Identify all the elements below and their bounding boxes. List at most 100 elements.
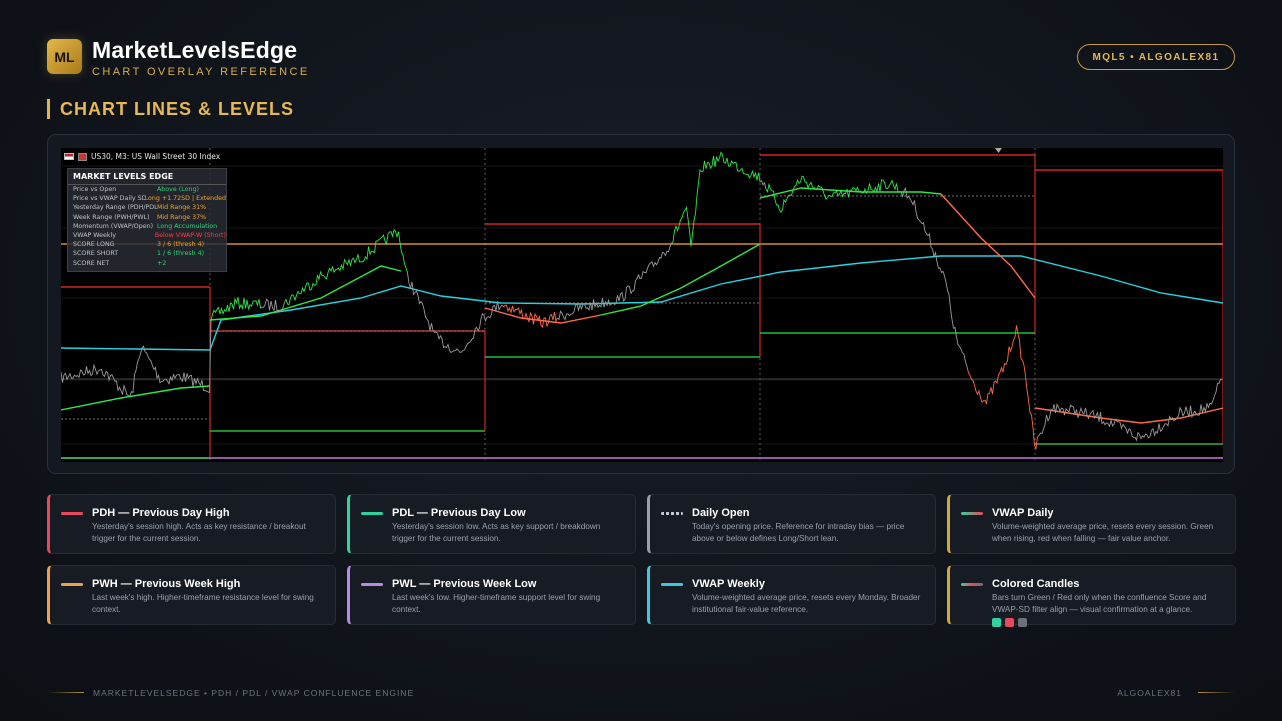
price-path — [557, 242, 672, 321]
legend-card-title: PWH — Previous Week High — [92, 578, 241, 590]
dashboard-row: Price vs Open Above (Long) — [68, 185, 226, 194]
dashboard-row-value: Mid Range 37% — [157, 213, 207, 221]
footer-rule-left — [47, 692, 84, 693]
candle-color-swatch — [992, 618, 1001, 627]
price-path — [1037, 378, 1223, 442]
candle-color-swatch — [1005, 618, 1014, 627]
vwap-weekly-line — [61, 255, 1223, 351]
dashboard-row-value: +2 — [157, 259, 167, 267]
dashboard-row-label: Momentum (VWAP/Open) — [73, 222, 154, 230]
legend-card-title: VWAP Weekly — [692, 578, 765, 590]
dashboard-row-value: Long +1.72SD | Extended — [144, 195, 226, 203]
dashboard-row: Week Range (PWH/PWL) Mid Range 37% — [68, 213, 226, 222]
dashboard-row: SCORE SHORT 1 / 6 (thresh 4) — [68, 249, 226, 258]
dashboard-row-label: Week Range (PWH/PWL) — [73, 213, 150, 221]
dashboard-row-label: Price vs Open — [73, 186, 117, 193]
legend-card-title: VWAP Daily — [992, 507, 1054, 519]
brand-name: MarketLevelsEdge — [92, 37, 298, 63]
dashboard-row-label: Price vs VWAP Daily SD — [73, 195, 145, 203]
legend-card-desc: Yesterday's session low. Acts as key sup… — [392, 522, 601, 543]
legend-card: PWH — Previous Week High Last week's high… — [47, 565, 336, 625]
dashboard-title: MARKET LEVELS EDGE — [68, 169, 226, 185]
dashboard-row: Price vs VWAP Daily SD Long +1.72SD | Ext… — [68, 194, 226, 203]
legend-card-desc: Today's opening price. Reference for int… — [692, 522, 905, 543]
dashboard-row-label: SCORE NET — [73, 259, 110, 267]
vwap-daily-line — [940, 193, 1036, 299]
price-path — [261, 298, 287, 313]
legend-card-desc: Yesterday's session high. Acts as key re… — [92, 522, 306, 543]
dashboard-row: VWAP Weekly Below VWAP-W (Short) — [68, 231, 226, 240]
legend-card: Daily Open Today's opening price. Referen… — [647, 494, 936, 554]
candle-colors-icon — [961, 583, 983, 586]
solid-line-icon — [61, 583, 83, 586]
legend-card: VWAP Daily Volume-weighted average price,… — [947, 494, 1236, 554]
vwap-daily-line — [209, 265, 402, 321]
dashboard-row-label: SCORE SHORT — [73, 250, 119, 258]
dashboard-row-label: Yesterday Range (PDH/PDL) — [73, 204, 157, 212]
chart-canvas — [61, 148, 1223, 462]
legend-card-desc: Volume-weighted average price, resets ev… — [992, 522, 1214, 543]
solid-line-icon — [61, 512, 83, 515]
dashboard-row-value: 1 / 6 (thresh 4) — [157, 250, 205, 258]
legend-card-title: PDH — Previous Day High — [92, 507, 230, 519]
legend-card: PWL — Previous Week Low Last week's low. … — [347, 565, 636, 625]
brand-subtitle: CHART OVERLAY REFERENCE — [92, 66, 310, 78]
dashboard-row: Yesterday Range (PDH/PDL) Mid Range 31% — [68, 203, 226, 212]
price-path — [671, 151, 762, 247]
brand-block: MarketLevelsEdge CHART OVERLAY REFERENCE — [92, 37, 310, 78]
dashboard-row: SCORE LONG 3 / 6 (thresh 4) — [68, 240, 226, 249]
legend-card-desc: Last week's high. Higher-timeframe resis… — [92, 593, 314, 614]
vwap-daily-line — [759, 187, 942, 199]
dashboard-row-value: Mid Range 31% — [157, 204, 207, 212]
dashboard-row-label: SCORE LONG — [73, 241, 115, 249]
price-path — [407, 272, 503, 354]
footer-right: ALGOALEX81 — [1117, 688, 1182, 698]
price-path — [966, 325, 1038, 451]
legend-card-title: PDL — Previous Day Low — [392, 507, 526, 519]
candle-color-swatch — [1018, 618, 1027, 627]
dashboard-row-value: Above (Long) — [157, 186, 199, 193]
price-path — [765, 175, 903, 214]
price-path — [210, 297, 263, 322]
vwap-daily-line — [600, 243, 761, 316]
price-path — [501, 304, 558, 329]
vwap-daily-line — [484, 307, 602, 324]
dotted-line-icon — [661, 512, 683, 515]
symbol-label: US30, M3: US Wall Street 30 Index — [91, 152, 221, 161]
marker-icon — [995, 148, 1002, 153]
dashboard-row-label: VWAP Weekly — [73, 232, 117, 240]
logo: ML — [47, 39, 82, 74]
chart-type-icon — [78, 152, 87, 161]
legend-card-title: Colored Candles — [992, 578, 1080, 590]
price-chart[interactable]: US30, M3: US Wall Street 30 Index MARKET… — [61, 148, 1223, 462]
price-path — [761, 180, 767, 190]
legend-card-desc: Volume-weighted average price, resets ev… — [692, 593, 921, 614]
legend-card-desc: Last week's low. Higher-timeframe suppor… — [392, 593, 601, 614]
legend-card: PDH — Previous Day High Yesterday's sessi… — [47, 494, 336, 554]
solid-line-icon — [361, 512, 383, 515]
symbol-header: US30, M3: US Wall Street 30 Index — [64, 152, 220, 161]
legend-card: PDL — Previous Day Low Yesterday's sessio… — [347, 494, 636, 554]
flag-icon — [64, 153, 74, 160]
dashboard-row: Momentum (VWAP/Open) Long Accumulation — [68, 222, 226, 231]
dashboard-row: SCORE NET +2 — [68, 259, 226, 268]
price-path — [61, 321, 212, 397]
price-path — [285, 229, 408, 306]
dashboard-row-value: 3 / 6 (thresh 4) — [157, 241, 205, 249]
section-title: CHART LINES & LEVELS — [47, 99, 294, 119]
footer-rule-right — [1198, 692, 1235, 693]
legend-card: Colored Candles Bars turn Green / Red onl… — [947, 565, 1236, 627]
legend-card-title: PWL — Previous Week Low — [392, 578, 537, 590]
gradient-line-icon — [961, 512, 983, 515]
price-path — [902, 187, 968, 367]
legend-card-desc: Bars turn Green / Red only when the conf… — [992, 593, 1207, 614]
solid-line-icon — [661, 583, 683, 586]
legend-card-title: Daily Open — [692, 507, 750, 519]
dashboard-row-value: Below VWAP-W (Short) — [154, 232, 226, 240]
footer-left: MARKETLEVELSEDGE • PDH / PDL / VWAP CONF… — [93, 688, 415, 698]
vwap-daily-line — [61, 385, 211, 411]
legend-card: VWAP Weekly Volume-weighted average price… — [647, 565, 936, 625]
dashboard-row-value: Long Accumulation — [157, 222, 218, 230]
solid-line-icon — [361, 583, 383, 586]
author-badge[interactable]: MQL5 • ALGOALEX81 — [1077, 44, 1235, 70]
